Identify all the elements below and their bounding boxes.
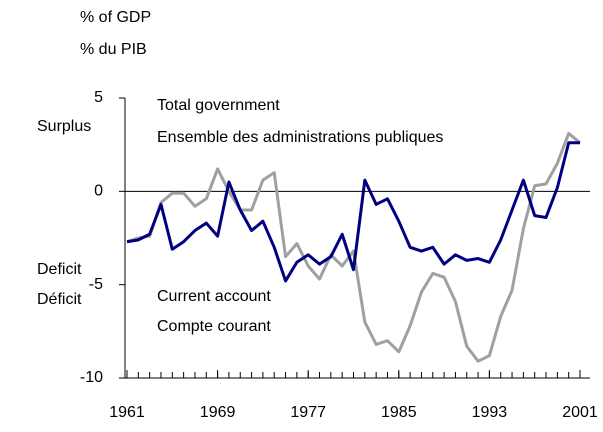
surplus-label: Surplus xyxy=(37,118,91,135)
series-label: Compte courant xyxy=(157,318,271,335)
x-tick-label: 1993 xyxy=(472,404,508,421)
deficit-label: Déficit xyxy=(37,291,82,308)
y-tick-label: -5 xyxy=(89,276,103,293)
x-tick-label: 1969 xyxy=(200,404,236,421)
x-tick-label: 1977 xyxy=(290,404,326,421)
series-label: Current account xyxy=(157,288,271,305)
x-tick-label: 1961 xyxy=(109,404,145,421)
series-label: Total government xyxy=(157,97,280,114)
x-tick-label: 2001 xyxy=(562,404,598,421)
deficit-label: Deficit xyxy=(37,261,82,278)
y-tick-label: -10 xyxy=(80,369,103,386)
line-series xyxy=(126,131,581,363)
y-tick-label: 5 xyxy=(94,89,103,106)
y-tick-label: 0 xyxy=(94,183,103,200)
line-series xyxy=(126,141,580,283)
series-label: Ensemble des administrations publiques xyxy=(157,129,443,146)
axis-label: % du PIB xyxy=(80,41,147,58)
axis-label: % of GDP xyxy=(80,9,151,26)
x-tick-label: 1985 xyxy=(381,404,417,421)
